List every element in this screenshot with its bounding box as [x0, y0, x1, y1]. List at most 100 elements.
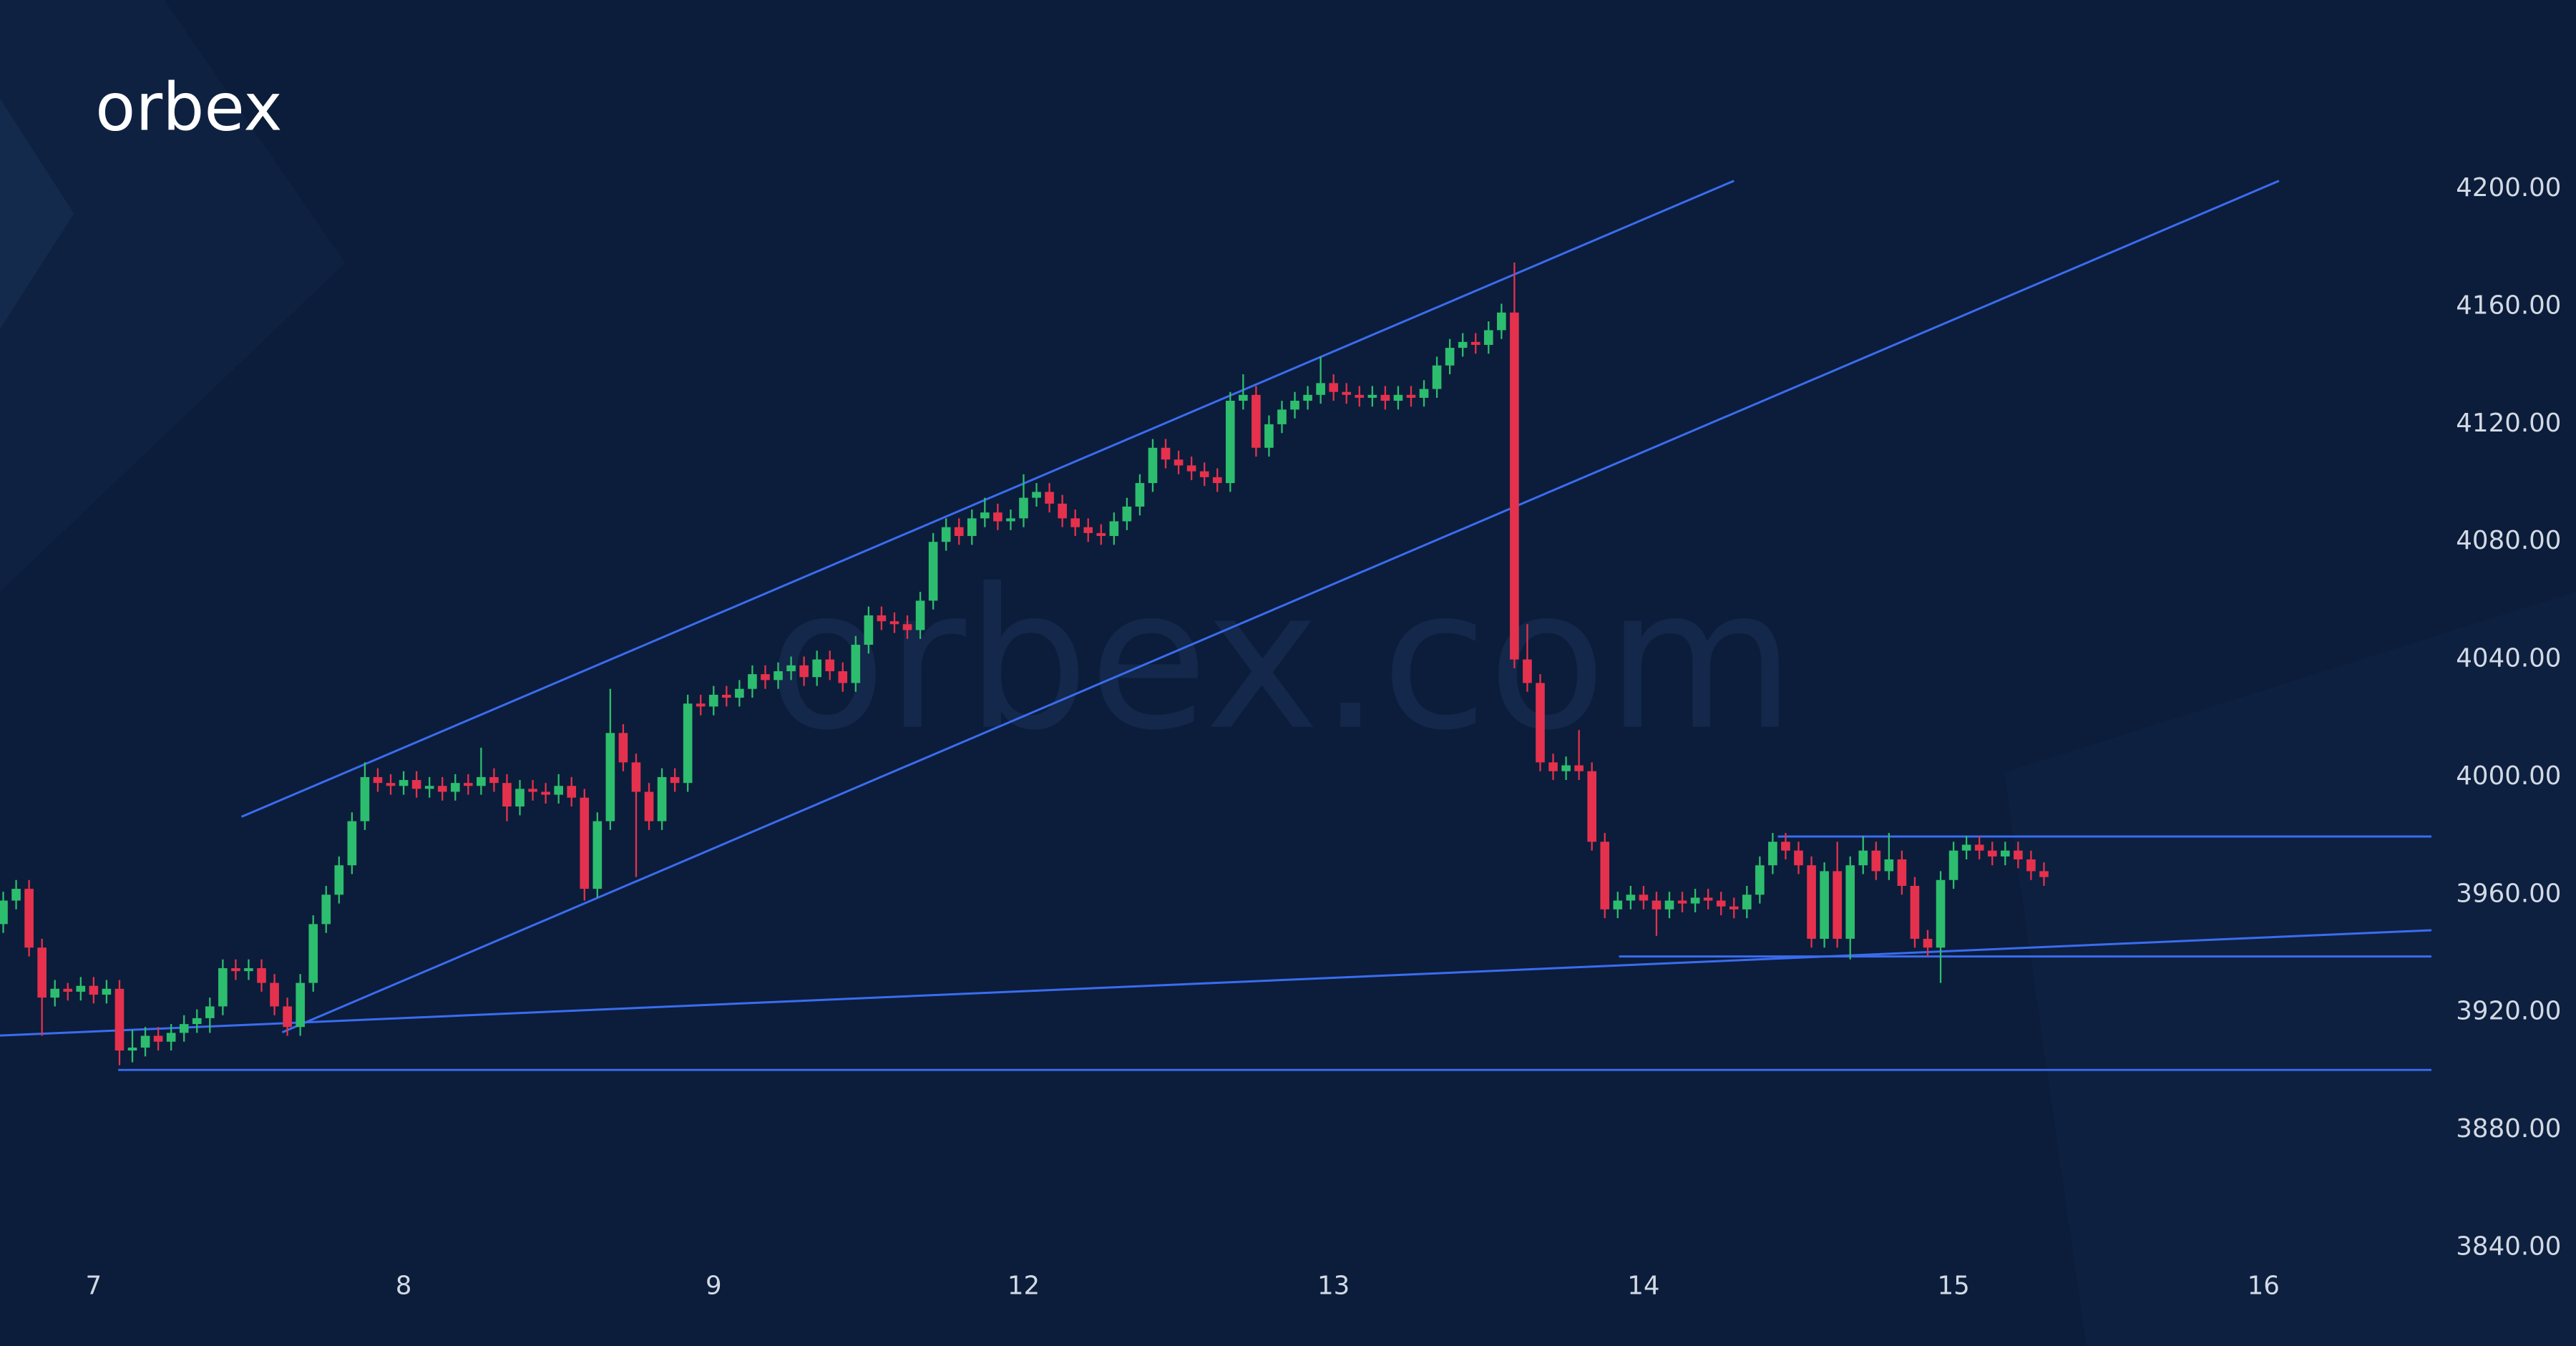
candle-body: [1148, 447, 1158, 484]
candle-body: [1690, 897, 1700, 904]
candle-body: [528, 789, 537, 792]
bg-shape: [2004, 591, 2576, 1346]
candle-body: [1600, 842, 1610, 909]
x-tick-label: 9: [706, 1271, 722, 1300]
candle-body: [1329, 383, 1339, 392]
candle-body: [1703, 897, 1713, 901]
candle-body: [864, 615, 874, 645]
candle-body: [889, 621, 899, 625]
candle-body: [244, 968, 253, 972]
candle-body: [464, 783, 473, 786]
logo: orbex: [95, 69, 282, 146]
candle-body: [1781, 842, 1790, 851]
candle-body: [1032, 492, 1041, 498]
candle-body: [1807, 865, 1816, 939]
candle-body: [63, 988, 73, 992]
candle-body: [114, 988, 125, 1051]
candle-body: [722, 694, 731, 698]
candle-body: [424, 786, 434, 789]
candle-body: [1083, 527, 1093, 533]
candle-body: [592, 821, 602, 889]
candle-body: [1974, 844, 1984, 851]
candle-body: [1987, 850, 1997, 857]
candle-body: [1768, 842, 1777, 866]
candle-body: [1716, 900, 1726, 907]
y-tick-label: 4080.00: [2456, 526, 2561, 555]
candle-body: [644, 791, 654, 821]
candle-body: [1419, 389, 1429, 398]
candle-body: [1212, 477, 1222, 484]
candle-body: [2014, 850, 2023, 859]
y-tick-label: 3840.00: [2456, 1232, 2561, 1261]
candle-body: [915, 600, 925, 630]
y-tick-label: 3960.00: [2456, 879, 2561, 908]
bg-shape: [0, 98, 74, 329]
candle-body: [670, 776, 680, 784]
candle-body: [1174, 459, 1184, 466]
candle-body: [825, 659, 835, 672]
candle-body: [1045, 492, 1054, 504]
candle-body: [2039, 871, 2049, 877]
candle-body: [1536, 683, 1545, 763]
candle-body: [1523, 659, 1532, 683]
candle-body: [1355, 394, 1365, 398]
candle-body: [515, 789, 525, 807]
candle-body: [477, 776, 486, 786]
candle-body: [411, 780, 421, 789]
candle-body: [941, 527, 951, 542]
candle-body: [1006, 518, 1015, 522]
candle-body: [1897, 859, 1907, 886]
candle-body: [502, 783, 512, 807]
candle-body: [1096, 532, 1106, 537]
candle-body: [0, 900, 8, 925]
candle-body: [1858, 850, 1868, 866]
candle-body: [1639, 894, 1649, 901]
candle-body: [399, 780, 409, 786]
y-tick-label: 3920.00: [2456, 997, 2561, 1026]
candle-body: [657, 776, 667, 821]
candle-body: [761, 674, 770, 681]
candle-body: [838, 671, 848, 683]
candle-body: [102, 988, 112, 995]
candle-body: [270, 982, 279, 1007]
candle-body: [1910, 885, 1920, 939]
candle-body: [231, 968, 240, 972]
candle-body: [1845, 865, 1855, 939]
candle-body: [541, 791, 550, 795]
candle-body: [1342, 391, 1352, 395]
x-tick-label: 7: [86, 1271, 102, 1300]
candle-body: [786, 665, 796, 672]
candle-body: [708, 694, 718, 707]
candle-body: [308, 924, 318, 983]
candle-body: [1458, 341, 1468, 348]
y-tick-label: 3880.00: [2456, 1114, 2561, 1143]
trend-line: [240, 180, 1735, 818]
bg-shape: [0, 0, 346, 592]
candle-body: [1019, 497, 1028, 519]
candle-body: [928, 542, 938, 601]
candle-body: [812, 659, 821, 678]
candle-body: [735, 688, 744, 698]
candle-body: [683, 703, 693, 784]
candle-body: [1199, 471, 1209, 477]
x-tick-label: 13: [1317, 1271, 1350, 1300]
candle-body: [37, 947, 47, 998]
candle-body: [1393, 394, 1403, 401]
candle-body: [11, 889, 21, 901]
candle-body: [1833, 871, 1842, 939]
candle-body: [373, 776, 383, 784]
candle-body: [554, 786, 563, 795]
candle-body: [1252, 394, 1261, 448]
x-tick-label: 15: [1937, 1271, 1969, 1300]
candle-body: [618, 733, 628, 763]
candle-body: [1587, 771, 1597, 842]
candle-body: [799, 665, 809, 678]
candle-body: [567, 786, 577, 798]
x-tick-label: 12: [1008, 1271, 1040, 1300]
x-tick-label: 14: [1627, 1271, 1659, 1300]
candle-body: [2026, 859, 2036, 872]
candle-body: [580, 797, 590, 889]
candle-body: [1961, 844, 1971, 851]
x-tick-label: 8: [396, 1271, 412, 1300]
